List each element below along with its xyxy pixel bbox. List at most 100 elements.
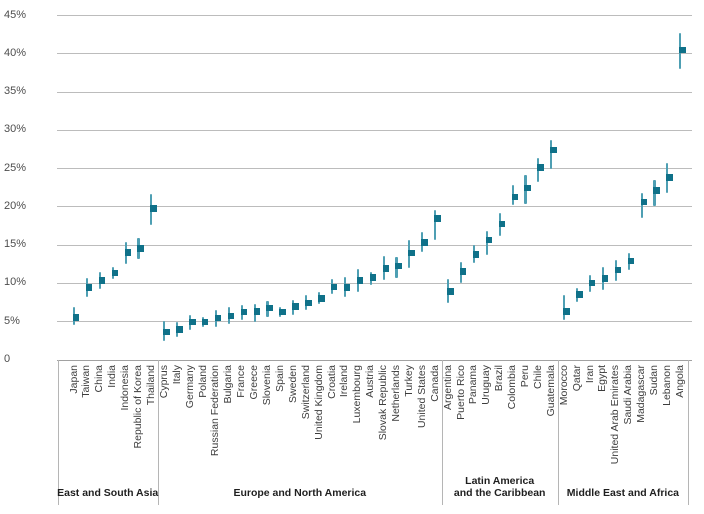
y-gridline	[57, 91, 692, 93]
y-tick-label: 20%	[4, 199, 27, 212]
country-label-text: Thailand	[144, 365, 157, 406]
country-label-text: Panama	[467, 365, 480, 405]
point-marker	[408, 249, 415, 257]
point-marker	[601, 275, 609, 282]
y-tick-label: 0	[4, 353, 11, 365]
country-label-text: United Arab Emirates	[609, 365, 622, 465]
point-marker	[498, 220, 506, 228]
point-marker	[305, 299, 312, 307]
point-marker	[614, 266, 622, 274]
point-marker	[679, 46, 686, 54]
y-tick-label: 40%	[4, 46, 27, 59]
point-marker	[85, 284, 93, 291]
point-marker	[524, 184, 531, 192]
country-label-text: Canada	[428, 365, 441, 402]
group-separator	[441, 360, 443, 505]
point-marker	[330, 283, 338, 291]
country-label-text: Poland	[196, 365, 209, 398]
y-gridline	[57, 206, 692, 208]
y-tick-label: 35%	[4, 85, 27, 98]
point-marker	[111, 269, 119, 277]
country-label-text: China	[93, 365, 106, 393]
point-marker	[253, 308, 261, 315]
country-label-text: Luxembourg	[351, 365, 364, 424]
point-marker	[653, 187, 660, 194]
point-marker	[550, 146, 557, 154]
country-label-text: France	[235, 365, 248, 398]
group-separator	[557, 360, 559, 505]
y-tick-label: 15%	[4, 238, 27, 251]
y-gridline	[57, 321, 692, 323]
country-label-text: Japan	[67, 365, 80, 394]
group-separator	[157, 360, 159, 505]
point-marker	[214, 314, 222, 322]
country-label-text: Indonesia	[119, 365, 132, 411]
country-label-text: Saudi Arabia	[622, 365, 635, 425]
country-label-text: Turkey	[402, 365, 415, 397]
point-marker	[576, 291, 583, 298]
point-marker	[266, 304, 273, 312]
point-marker	[434, 215, 441, 222]
range-bar	[640, 193, 643, 218]
point-marker	[343, 284, 351, 291]
point-marker	[201, 318, 209, 326]
point-marker	[395, 262, 402, 270]
group-label: East and South Asia	[57, 487, 159, 499]
group-label: Middle East and Africa	[566, 487, 679, 499]
y-tick-label: 30%	[4, 123, 27, 136]
country-label-text: Taiwan	[80, 365, 93, 398]
country-label-text: Netherlands	[390, 365, 402, 422]
point-marker	[279, 308, 286, 316]
y-gridline	[57, 282, 692, 284]
point-marker	[163, 328, 170, 336]
country-label-text: Egypt	[596, 365, 609, 392]
point-marker	[447, 288, 454, 295]
country-label: Angola	[674, 364, 704, 398]
point-marker	[189, 318, 196, 326]
y-tick-label: 45%	[4, 8, 27, 21]
country-label-text: Russian Federation	[209, 365, 222, 457]
point-marker	[472, 251, 480, 258]
point-marker	[318, 295, 325, 302]
point-marker	[459, 268, 467, 275]
point-marker	[72, 314, 80, 321]
point-marker	[511, 193, 519, 201]
country-label-text: Sweden	[286, 365, 299, 403]
point-marker	[137, 245, 144, 252]
point-marker	[176, 326, 183, 333]
point-marker	[124, 249, 132, 256]
point-marker	[421, 239, 428, 246]
point-marker	[356, 277, 364, 284]
point-marker	[150, 205, 157, 212]
country-label-text: Greece	[248, 365, 261, 400]
country-label-text: Colombia	[506, 365, 519, 410]
y-tick-label: 5%	[4, 314, 20, 327]
country-label-text: Qatar	[570, 365, 583, 392]
group-label: Europe and North America	[233, 487, 367, 499]
country-label-text: India	[106, 365, 119, 388]
country-label-text: United States	[415, 365, 428, 429]
country-label-text: Lebanon	[660, 365, 673, 406]
point-marker	[382, 265, 390, 272]
country-label-text: Italy	[170, 365, 183, 385]
point-marker	[640, 198, 648, 206]
y-tick-label: 10%	[4, 276, 27, 289]
country-label-text: Spain	[273, 365, 286, 392]
country-label-text: Cyprus	[157, 365, 170, 399]
y-tick-label: 25%	[4, 161, 27, 174]
group-separator	[57, 360, 59, 505]
point-marker	[485, 236, 493, 244]
country-label-text: Slovenia	[261, 365, 273, 406]
range-bar	[563, 295, 566, 321]
country-label-text: Germany	[183, 365, 196, 409]
country-label-text: Guatemala	[544, 365, 557, 417]
point-marker	[240, 308, 248, 316]
country-label-text: Madagascar	[635, 365, 648, 423]
y-gridline	[57, 244, 692, 246]
point-marker	[292, 303, 299, 310]
country-label-text: Ireland	[338, 365, 351, 398]
country-label-text: Iran	[583, 365, 596, 384]
y-gridline	[57, 168, 692, 170]
country-label-text: Morocco	[557, 365, 570, 406]
